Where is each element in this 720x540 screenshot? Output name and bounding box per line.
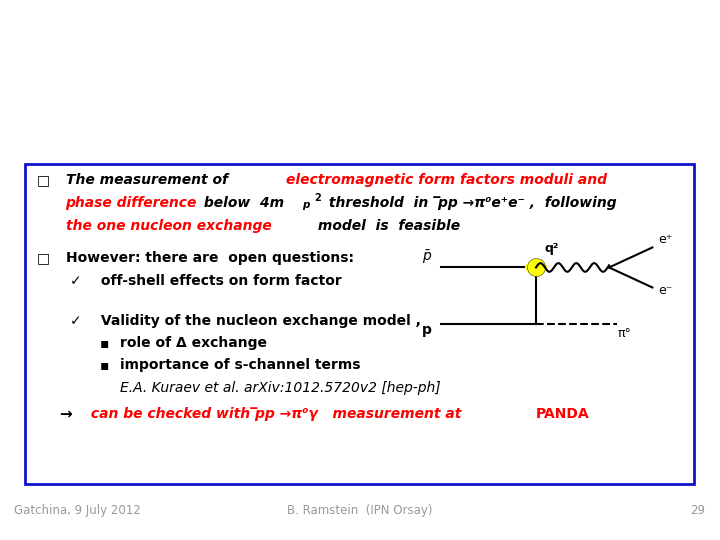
Text: threshold  in  ̅pp →π⁰e⁺e⁻ ,  following: threshold in ̅pp →π⁰e⁺e⁻ , following [324,196,617,210]
Text: π°: π° [617,327,631,340]
Text: model  is  feasible: model is feasible [312,219,460,233]
Text: unphysical region: outlook: unphysical region: outlook [131,96,589,125]
FancyBboxPatch shape [25,164,693,484]
Text: role of Δ exchange: role of Δ exchange [120,336,266,350]
Text: off-shell effects on form factor: off-shell effects on form factor [96,274,342,288]
Text: electromagnetic form factors moduli and: electromagnetic form factors moduli and [286,173,606,187]
Text: e⁻: e⁻ [658,284,672,296]
Text: can be checked with ̅pp →π⁰γ   measurement at: can be checked with ̅pp →π⁰γ measurement… [86,407,466,421]
Text: ✓: ✓ [71,314,82,328]
Text: □: □ [37,173,50,187]
Text: The measurement of: The measurement of [66,173,233,187]
Text: E.A. Kuraev et al. arXiv:1012.5720v2 [hep-ph]: E.A. Kuraev et al. arXiv:1012.5720v2 [he… [120,381,441,395]
Text: $\bar{p}$: $\bar{p}$ [422,248,433,266]
Text: B. Ramstein  (IPN Orsay): B. Ramstein (IPN Orsay) [287,504,433,517]
Text: ▪: ▪ [99,359,109,373]
Text: the one nucleon exchange: the one nucleon exchange [66,219,271,233]
Text: importance of s-channel terms: importance of s-channel terms [120,359,360,373]
Text: PANDA: PANDA [536,407,590,421]
Text: e⁺: e⁺ [658,233,672,246]
Circle shape [526,261,546,273]
Text: Validity of the nucleon exchange model ,: Validity of the nucleon exchange model , [96,314,421,328]
Text: ✓: ✓ [71,274,82,288]
Text: p: p [302,200,310,210]
Text: 29: 29 [690,504,706,517]
Text: q²: q² [544,242,559,255]
Text: ▪: ▪ [99,336,109,350]
Text: p: p [422,322,432,336]
Text: However: there are  open questions:: However: there are open questions: [66,251,354,265]
Text: 2: 2 [314,193,320,203]
Text: phase difference: phase difference [66,196,197,210]
Text: below  4m: below 4m [199,196,284,210]
Text: Form factor measurement in the: Form factor measurement in the [81,29,639,58]
Text: Gatchina, 9 July 2012: Gatchina, 9 July 2012 [14,504,141,517]
Text: →: → [59,407,71,422]
Text: □: □ [37,251,50,265]
